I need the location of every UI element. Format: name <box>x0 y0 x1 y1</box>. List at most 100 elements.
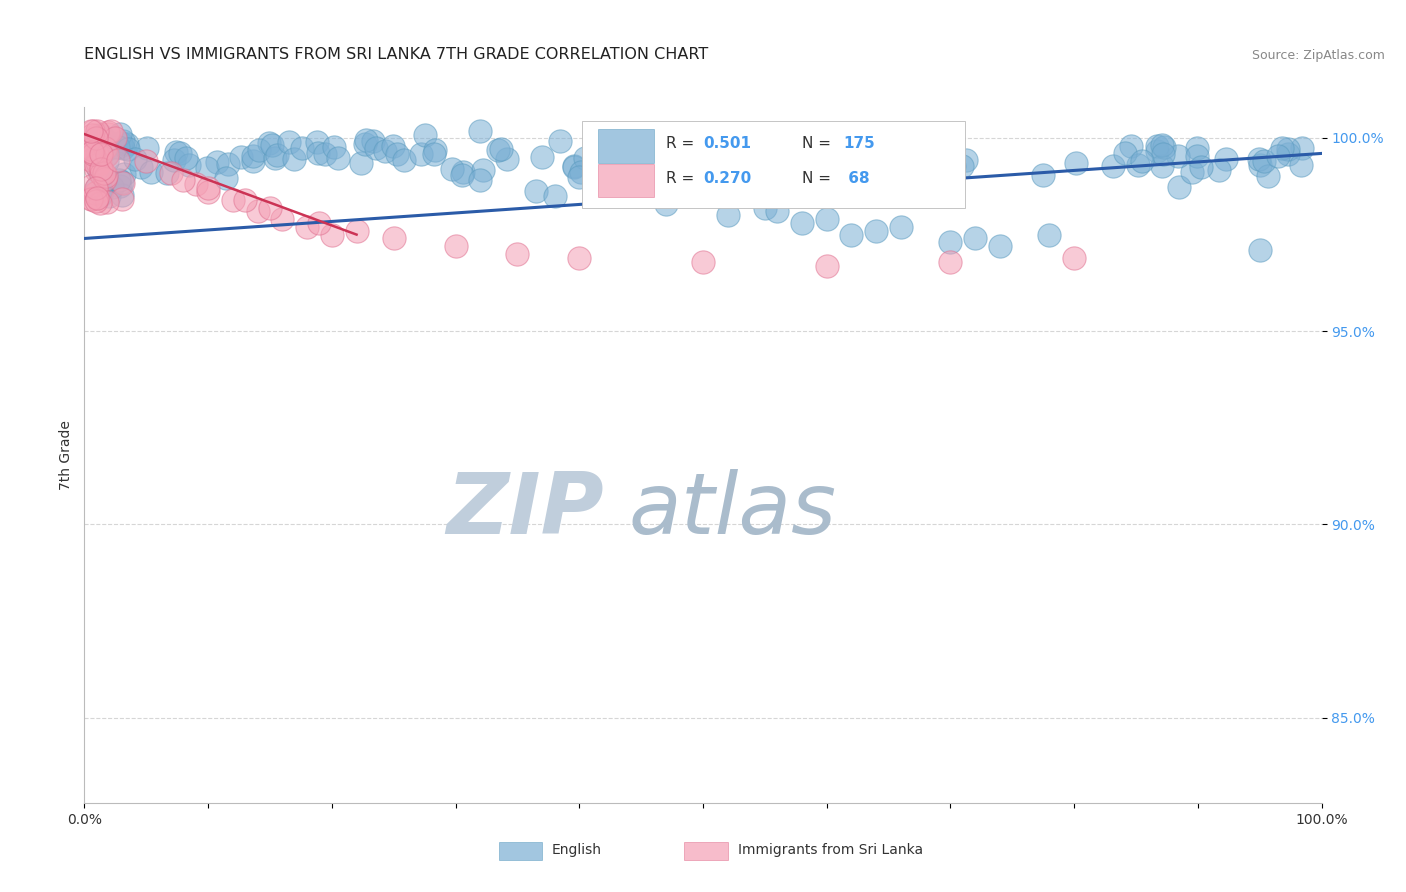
Point <box>96 147 118 161</box>
Point <box>890 219 912 234</box>
Point <box>692 254 714 268</box>
Point <box>242 149 264 163</box>
Point <box>207 155 229 169</box>
Point <box>172 173 194 187</box>
Point <box>89 195 111 210</box>
Point <box>346 224 368 238</box>
Point <box>104 140 127 154</box>
Text: atlas: atlas <box>628 469 837 552</box>
Point <box>233 193 256 207</box>
Point <box>491 142 513 156</box>
Text: 0.501: 0.501 <box>703 136 751 152</box>
Point <box>86 190 108 204</box>
Point <box>562 159 585 173</box>
Point <box>90 188 112 202</box>
Point <box>1187 141 1209 155</box>
Point <box>87 164 110 178</box>
Point <box>1215 153 1237 167</box>
Point <box>631 168 654 182</box>
Point <box>818 146 841 161</box>
Point <box>80 128 103 142</box>
Point <box>808 164 831 178</box>
Point <box>96 172 118 186</box>
Point <box>86 185 108 199</box>
Point <box>80 123 103 137</box>
Point <box>887 149 910 163</box>
Point <box>141 165 163 179</box>
Point <box>686 171 709 186</box>
Point <box>82 124 104 138</box>
Point <box>1253 153 1275 168</box>
Point <box>382 231 405 245</box>
Point <box>1249 158 1271 172</box>
Point <box>87 161 110 175</box>
Point <box>617 178 640 192</box>
Point <box>86 191 108 205</box>
Point <box>215 170 238 185</box>
Point <box>94 169 117 183</box>
Point <box>648 138 671 153</box>
Point <box>262 137 284 152</box>
Point <box>283 153 305 167</box>
Point <box>98 189 121 203</box>
Point <box>314 147 336 161</box>
Point <box>496 152 519 166</box>
Point <box>101 179 124 194</box>
Point <box>1291 141 1313 155</box>
Point <box>108 173 131 187</box>
Point <box>93 171 115 186</box>
FancyBboxPatch shape <box>499 842 543 860</box>
Point <box>374 144 396 158</box>
Point <box>943 159 966 173</box>
Point <box>80 192 103 206</box>
Text: R =: R = <box>666 171 699 186</box>
Point <box>107 153 129 167</box>
Point <box>90 185 112 199</box>
Point <box>543 189 565 203</box>
Point <box>112 167 135 181</box>
Point <box>364 140 387 154</box>
Text: 68: 68 <box>842 171 869 186</box>
Point <box>259 136 281 150</box>
Point <box>86 179 108 194</box>
Point <box>797 150 820 164</box>
Point <box>290 140 312 154</box>
Point <box>695 170 717 185</box>
Point <box>96 142 118 156</box>
Point <box>82 142 104 156</box>
Point <box>82 144 104 158</box>
Point <box>793 129 815 144</box>
Point <box>673 150 696 164</box>
FancyBboxPatch shape <box>582 121 966 208</box>
Point <box>110 136 132 151</box>
Point <box>939 254 962 268</box>
Point <box>90 135 112 149</box>
Point <box>156 166 179 180</box>
Point <box>90 128 112 142</box>
Point <box>841 227 863 242</box>
Text: N =: N = <box>801 171 835 186</box>
Point <box>84 181 107 195</box>
Point <box>425 143 447 157</box>
Point <box>735 138 758 153</box>
Point <box>411 147 433 161</box>
Point <box>108 128 131 142</box>
Point <box>530 150 553 164</box>
Point <box>468 124 491 138</box>
Point <box>80 153 103 167</box>
Point <box>662 155 685 169</box>
Point <box>97 125 120 139</box>
Point <box>242 154 264 169</box>
Point <box>107 140 129 154</box>
FancyBboxPatch shape <box>598 129 654 162</box>
Point <box>568 169 591 184</box>
Point <box>356 133 378 147</box>
Point <box>80 179 103 194</box>
Point <box>231 150 253 164</box>
Point <box>471 162 494 177</box>
Text: Immigrants from Sri Lanka: Immigrants from Sri Lanka <box>738 843 922 857</box>
Point <box>585 163 607 178</box>
Point <box>89 145 111 160</box>
Point <box>506 247 529 261</box>
Point <box>1277 146 1299 161</box>
